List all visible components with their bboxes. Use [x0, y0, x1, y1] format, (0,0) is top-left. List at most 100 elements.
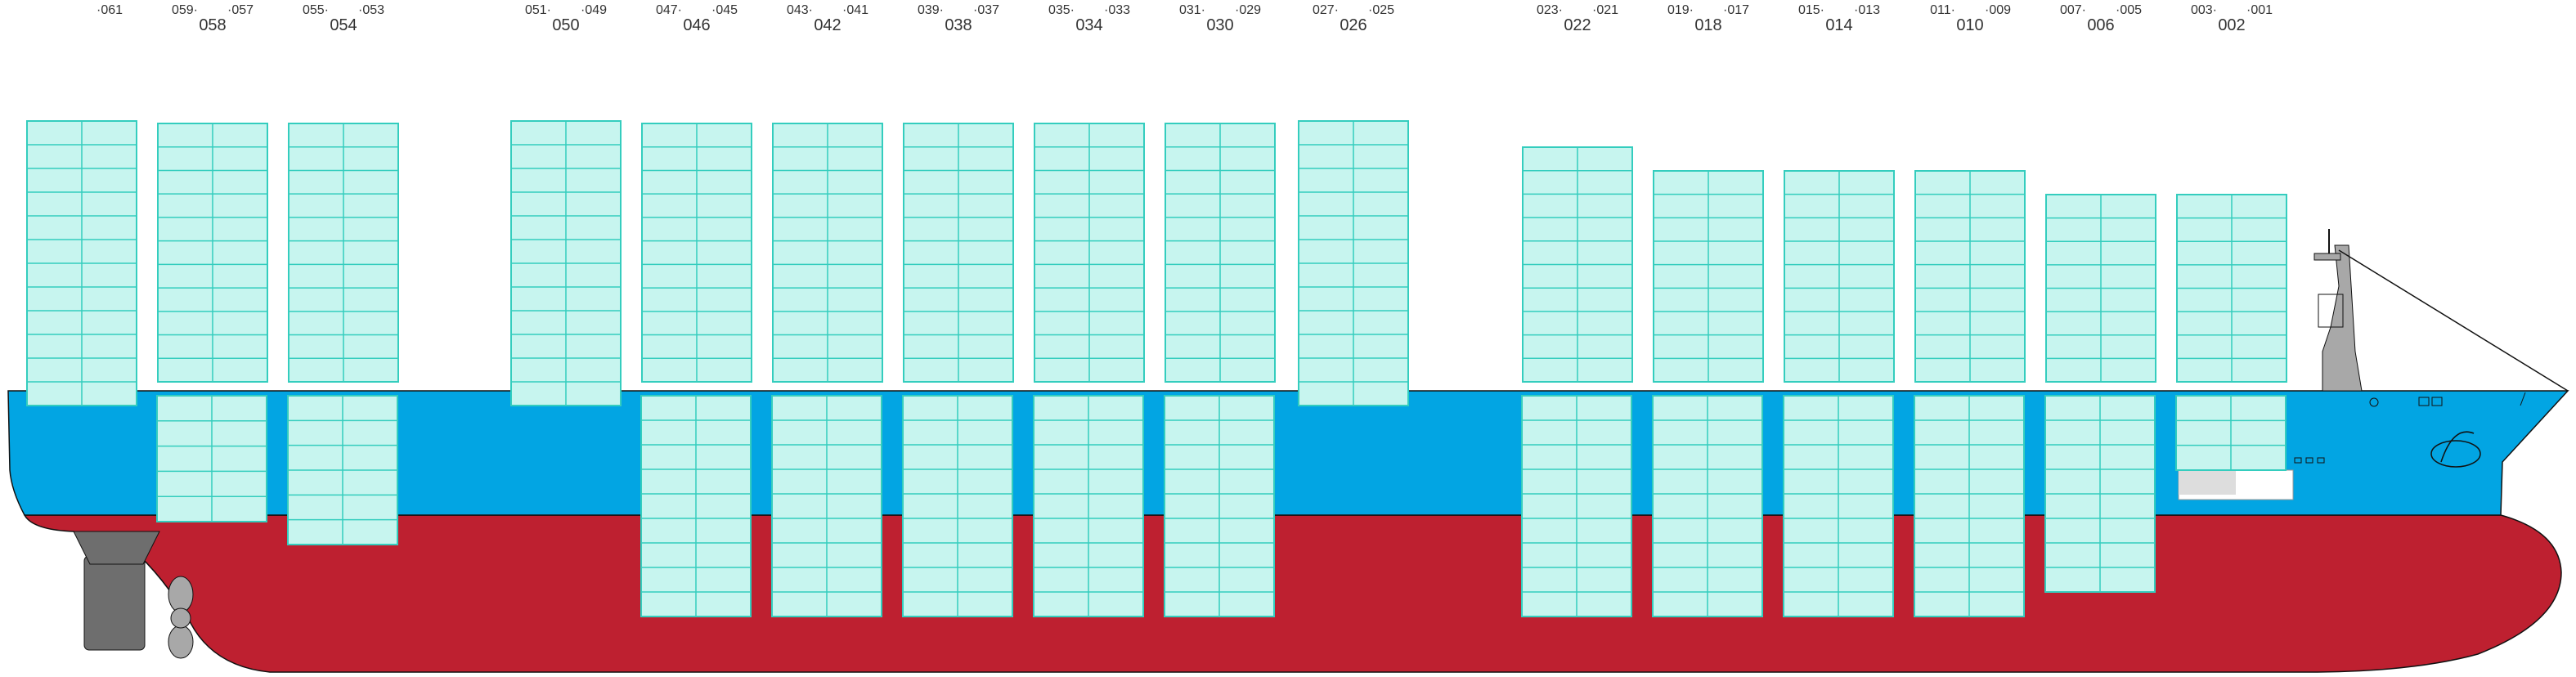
deck-stack-b018 [1653, 170, 1764, 383]
bay-label: 059· ·057 058 [164, 3, 262, 36]
hold-stack-b042 [771, 395, 882, 617]
propeller-icon [168, 576, 194, 659]
deck-stack-b058 [157, 123, 268, 383]
bay-label: 047· ·045 046 [648, 3, 746, 36]
bay-label: ·061 [33, 3, 131, 36]
deck-stack-b038 [903, 123, 1014, 383]
bay-odd-left: 031· [1178, 3, 1205, 17]
deck-stack-b022 [1522, 146, 1633, 383]
bay-odd-left: 003· [2190, 3, 2217, 17]
bay-even-number: 034 [1075, 16, 1103, 34]
bay-even-number: 054 [330, 16, 357, 34]
bay-label: 035· ·033 034 [1040, 3, 1138, 36]
bay-label: 003· ·001 002 [2183, 3, 2281, 36]
hold-stack-b030 [1164, 395, 1275, 617]
deck-stack-b026 [1298, 120, 1409, 406]
deck-stack-b014 [1784, 170, 1895, 383]
bay-odd-right: ·029 [1235, 3, 1262, 17]
bay-odd-right: ·009 [1985, 3, 2012, 17]
bay-odd-left: 011· [1930, 3, 1955, 17]
bay-odd-right: ·049 [581, 3, 608, 17]
bay-odd-right: ·045 [711, 3, 738, 17]
bay-odd-right: ·033 [1104, 3, 1131, 17]
bay-odd-left: 015· [1797, 3, 1824, 17]
hold-stack-b002 [2175, 395, 2287, 471]
bay-even-number: 022 [1564, 16, 1591, 34]
bay-even-number: 014 [1825, 16, 1853, 34]
bay-odd-right: ·041 [842, 3, 869, 17]
bay-odd-right: ·057 [227, 3, 254, 17]
bay-odd-right: ·053 [358, 3, 385, 17]
bay-label: 043· ·041 042 [779, 3, 877, 36]
hold-stack-b046 [640, 395, 752, 617]
bow-logo-icon [2430, 431, 2481, 468]
bay-even-number: 018 [1694, 16, 1722, 34]
container-stacks [26, 120, 2287, 617]
bay-odd-left: 051· [524, 3, 551, 17]
deck-stack-b042 [772, 123, 883, 383]
bay-even-number: 026 [1340, 16, 1367, 34]
hull-lower [23, 514, 2562, 673]
bay-label: 015· ·013 014 [1790, 3, 1888, 36]
bay-label: 023· ·021 022 [1528, 3, 1627, 36]
bay-label: 019· ·017 018 [1659, 3, 1757, 36]
bay-label: 031· ·029 030 [1171, 3, 1269, 36]
rudder [83, 555, 146, 651]
hold-stack-b034 [1033, 395, 1144, 617]
hold-opening-shade [2179, 470, 2236, 495]
hold-stack-b018 [1652, 395, 1763, 617]
bay-label: 039· ·037 038 [909, 3, 1008, 36]
deck-stack-b054 [288, 123, 399, 383]
bay-odd-left: 035· [1048, 3, 1075, 17]
bay-odd-left: 019· [1667, 3, 1694, 17]
bay-odd-left: 055· [302, 3, 329, 17]
bay-odd-left: 039· [917, 3, 944, 17]
bay-odd-right: ·017 [1723, 3, 1750, 17]
bay-label: 007· ·005 006 [2052, 3, 2150, 36]
bay-even-number: 046 [683, 16, 711, 34]
deck-stack-b006 [2045, 194, 2156, 383]
bay-odd-right: ·013 [1854, 3, 1881, 17]
bay-odd-right: ·025 [1368, 3, 1395, 17]
bay-odd-right: ·001 [2246, 3, 2273, 17]
bay-even-number: 002 [2218, 16, 2246, 34]
deck-stack-b046 [641, 123, 752, 383]
bay-even-number: 050 [552, 16, 580, 34]
hold-stack-b006 [2044, 395, 2156, 593]
hold-stack-b058 [156, 395, 267, 522]
bay-odd-left: 007· [2059, 3, 2086, 17]
bay-odd-left: 043· [786, 3, 813, 17]
hold-stack-b022 [1521, 395, 1632, 617]
bay-odd-right: ·005 [2116, 3, 2143, 17]
bay-label: 051· ·049 050 [517, 3, 615, 36]
bay-label: 027· ·025 026 [1304, 3, 1402, 36]
bay-odd-left: 047· [655, 3, 682, 17]
deck-stack-b010 [1914, 170, 2026, 383]
bay-even-number: 010 [1956, 16, 1984, 34]
bay-odd-left: 027· [1312, 3, 1339, 17]
forestay-line [2338, 249, 2569, 392]
bay-label: 011· ·009 010 [1921, 3, 2019, 36]
deck-stack-b030 [1165, 123, 1276, 383]
rudder-horn [73, 531, 160, 565]
hold-stack-b054 [287, 395, 398, 545]
bow-markings [2294, 392, 2526, 464]
deck-stack-b050 [510, 120, 622, 406]
hold-stack-b014 [1783, 395, 1894, 617]
bay-even-number: 006 [2087, 16, 2115, 34]
deck-stack-b002 [2176, 194, 2287, 383]
hold-stack-b038 [902, 395, 1013, 617]
bay-even-number: 042 [814, 16, 841, 34]
hold-stack-b010 [1914, 395, 2025, 617]
deck-stack-b061 [26, 120, 137, 406]
bay-odd-left: 059· [171, 3, 198, 17]
bay-even-number: 058 [199, 16, 227, 34]
bridge-superstructure [2313, 229, 2363, 392]
bay-odd-right: ·061 [96, 3, 123, 17]
bay-even-number: 030 [1206, 16, 1234, 34]
bay-even-number: 038 [945, 16, 972, 34]
bay-odd-left: 023· [1536, 3, 1563, 17]
bay-label: 055· ·053 054 [294, 3, 393, 36]
